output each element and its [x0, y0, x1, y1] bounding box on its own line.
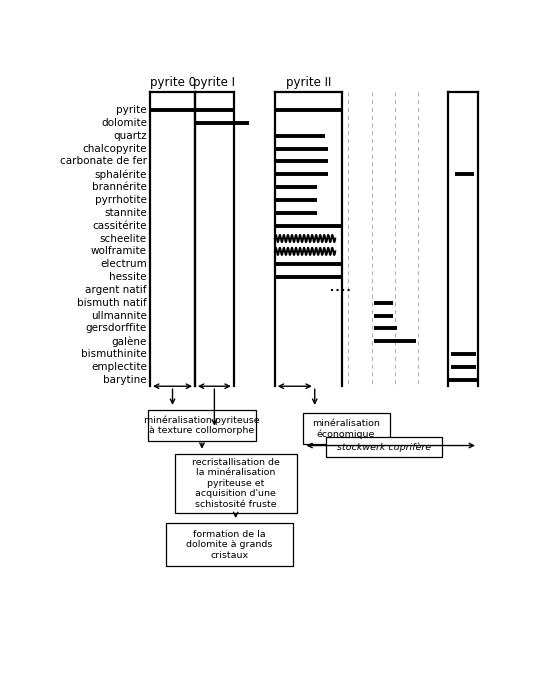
Text: electrum: electrum: [100, 259, 147, 269]
Text: argent natif: argent natif: [85, 285, 147, 295]
FancyBboxPatch shape: [175, 454, 296, 512]
Text: pyrite II: pyrite II: [286, 76, 331, 89]
Text: brannérite: brannérite: [92, 182, 147, 192]
Text: bismuthinite: bismuthinite: [81, 349, 147, 359]
Text: bismuth natif: bismuth natif: [77, 298, 147, 308]
Text: quartz: quartz: [113, 131, 147, 141]
Text: pyrite 0: pyrite 0: [149, 76, 195, 89]
Text: cassitérite: cassitérite: [92, 221, 147, 231]
Text: carbonate de fer: carbonate de fer: [60, 157, 147, 166]
Text: scheelite: scheelite: [100, 233, 147, 244]
Text: galène: galène: [112, 336, 147, 347]
Text: stannite: stannite: [104, 208, 147, 218]
FancyBboxPatch shape: [303, 413, 389, 444]
Text: pyrite: pyrite: [117, 105, 147, 115]
Text: emplectite: emplectite: [91, 362, 147, 372]
Text: formation de la
dolomite à grands
cristaux: formation de la dolomite à grands crista…: [186, 530, 272, 560]
FancyBboxPatch shape: [165, 523, 293, 566]
FancyBboxPatch shape: [148, 410, 256, 441]
Text: wolframite: wolframite: [91, 246, 147, 256]
Text: stockwerk cuprifère: stockwerk cuprifère: [337, 443, 431, 452]
Text: hessite: hessite: [110, 272, 147, 282]
Text: chalcopyrite: chalcopyrite: [83, 144, 147, 154]
Text: minéralisation
économique: minéralisation économique: [312, 419, 380, 438]
Text: gersdorffite: gersdorffite: [86, 324, 147, 333]
Text: recristallisation de
la minéralisation
pyriteuse et
acquisition d'une
schistosit: recristallisation de la minéralisation p…: [192, 458, 280, 508]
Text: pyrrhotite: pyrrhotite: [95, 195, 147, 205]
Text: barytine: barytine: [103, 375, 147, 385]
Text: pyrite I: pyrite I: [193, 76, 235, 89]
FancyBboxPatch shape: [326, 437, 442, 457]
Text: ullmannite: ullmannite: [91, 311, 147, 321]
Text: dolomite: dolomite: [101, 118, 147, 128]
Text: sphalérite: sphalérite: [95, 169, 147, 179]
Text: minéralisation pyriteuse
à texture collomorphe: minéralisation pyriteuse à texture collo…: [144, 416, 260, 436]
